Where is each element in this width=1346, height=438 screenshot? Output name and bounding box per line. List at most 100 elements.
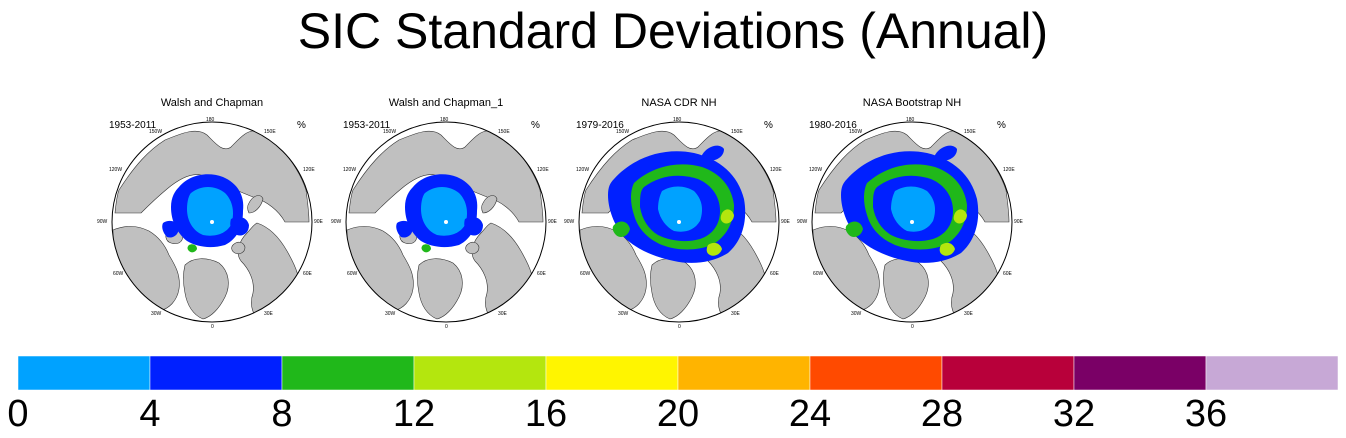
map-label: 30E: [498, 311, 507, 317]
map-label: 90W: [331, 219, 342, 225]
panel-years: 1979-2016: [576, 120, 624, 131]
panel-years: 1980-2016: [809, 120, 857, 131]
polar-map: [345, 121, 547, 323]
map-panel: Walsh and Chapman 1953-2011% 180 150E 120E 90…: [97, 95, 323, 340]
map-label: 180: [440, 117, 449, 123]
map-border: [811, 121, 1013, 323]
sic-std-region: [612, 221, 630, 237]
map-label: 150W: [149, 129, 163, 135]
colorbar-svg: [17, 355, 1339, 391]
map-panel: NASA CDR NH 1979-2016% 180 150E 120E 90E 60E 30…: [564, 95, 790, 340]
colorbar: [17, 355, 1339, 391]
sic-std-region: [939, 242, 955, 256]
land-mass: [465, 241, 480, 255]
map-border: [111, 121, 313, 323]
sic-std-region: [230, 217, 249, 236]
map-label: 120W: [809, 167, 823, 173]
map-label: 60E: [303, 271, 312, 277]
colorbar-tick-label: 36: [1184, 393, 1228, 435]
map-label: 150W: [849, 129, 863, 135]
map-label: 120W: [343, 167, 357, 173]
map-label: 120W: [576, 167, 590, 173]
colorbar-box: [413, 355, 547, 391]
map-label: 150E: [731, 129, 743, 135]
map-label: 90E: [548, 219, 557, 225]
map-label: 0: [911, 324, 914, 330]
main-title: SIC Standard Deviations (Annual): [297, 3, 1049, 59]
polar-map: [811, 121, 1013, 323]
sic-std-region: [706, 242, 722, 256]
map-label: 180: [906, 117, 915, 123]
sic-std-region: [421, 187, 467, 236]
panel-units: %: [297, 120, 306, 131]
panel-title: Walsh and Chapman_1: [388, 97, 504, 109]
map-label: 60E: [1003, 271, 1012, 277]
map-label: 0: [211, 324, 214, 330]
map-label: 30W: [385, 311, 396, 317]
land-mass: [417, 258, 463, 320]
map-label: 60W: [347, 271, 358, 277]
colorbar-box: [281, 355, 415, 391]
map-label: 150W: [616, 129, 630, 135]
map-label: 120E: [770, 167, 782, 173]
sic-std-region: [396, 220, 413, 238]
pole-marker: [677, 220, 681, 224]
sic-std-region: [658, 186, 702, 232]
colorbar-box: [1205, 355, 1339, 391]
panel-years: 1953-2011: [343, 120, 391, 131]
map-label: 120E: [303, 167, 315, 173]
map-label: 90W: [564, 219, 575, 225]
panel-units: %: [997, 120, 1006, 131]
map-label: 60W: [813, 271, 824, 277]
map-label: 30W: [851, 311, 862, 317]
pole-marker: [444, 220, 448, 224]
sic-std-region: [953, 209, 967, 224]
polar-map: [578, 121, 780, 323]
sic-std-region: [421, 244, 431, 253]
panel-units: %: [531, 120, 540, 131]
sic-std-region: [935, 145, 957, 161]
colorbar-tick-label: 16: [524, 393, 568, 435]
colorbar-tick-label: 4: [139, 393, 161, 435]
panel-years: 1953-2011: [109, 120, 157, 131]
map-label: 90W: [97, 219, 108, 225]
map-label: 120E: [1003, 167, 1015, 173]
map-border: [578, 121, 780, 323]
colorbar-tick-label: 0: [7, 393, 29, 435]
land-mass: [183, 258, 229, 320]
pole-marker: [210, 220, 214, 224]
sic-std-region: [187, 244, 197, 253]
colorbar-box: [941, 355, 1075, 391]
map-label: 60E: [770, 271, 779, 277]
map-panel: NASA Bootstrap NH 1980-2016% 180 150E 120E 90…: [797, 95, 1023, 340]
pole-marker: [910, 220, 914, 224]
colorbar-box: [809, 355, 943, 391]
map-label: 60W: [113, 271, 124, 277]
colorbar-box: [1073, 355, 1207, 391]
land-mass: [247, 195, 264, 214]
map-label: 30W: [151, 311, 162, 317]
map-label: 30E: [964, 311, 973, 317]
map-label: 60W: [580, 271, 591, 277]
map-label: 150E: [964, 129, 976, 135]
colorbar-box: [677, 355, 811, 391]
colorbar-tick-label: 24: [788, 393, 832, 435]
polar-map: [111, 121, 313, 323]
colorbar-box: [17, 355, 151, 391]
map-label: 0: [678, 324, 681, 330]
panel-title: NASA Bootstrap NH: [862, 97, 962, 109]
map-label: 90W: [797, 219, 808, 225]
colorbar-box: [545, 355, 679, 391]
map-label: 30E: [264, 311, 273, 317]
map-label: 0: [445, 324, 448, 330]
map-label: 180: [673, 117, 682, 123]
land-mass: [231, 241, 246, 255]
map-label: 90E: [314, 219, 323, 225]
map-label: 120E: [537, 167, 549, 173]
map-label: 150E: [498, 129, 510, 135]
sic-std-region: [464, 217, 483, 236]
map-label: 90E: [1014, 219, 1023, 225]
colorbar-tick-label: 8: [271, 393, 293, 435]
map-label: 60E: [537, 271, 546, 277]
panel-title: NASA CDR NH: [641, 97, 717, 109]
